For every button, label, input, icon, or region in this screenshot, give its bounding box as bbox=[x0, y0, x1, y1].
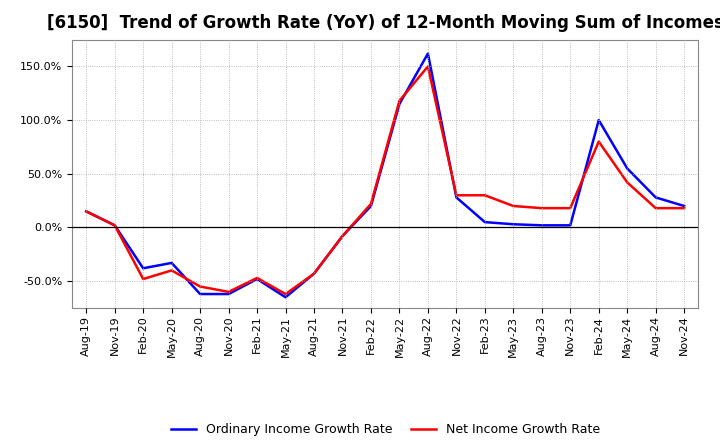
Net Income Growth Rate bbox=[196, 284, 204, 289]
Net Income Growth Rate bbox=[395, 98, 404, 103]
Ordinary Income Growth Rate bbox=[310, 271, 318, 276]
Ordinary Income Growth Rate bbox=[395, 101, 404, 106]
Ordinary Income Growth Rate bbox=[480, 220, 489, 225]
Ordinary Income Growth Rate bbox=[652, 195, 660, 200]
Net Income Growth Rate bbox=[537, 205, 546, 211]
Net Income Growth Rate bbox=[338, 234, 347, 239]
Ordinary Income Growth Rate bbox=[253, 276, 261, 282]
Net Income Growth Rate bbox=[310, 271, 318, 276]
Ordinary Income Growth Rate bbox=[509, 222, 518, 227]
Line: Net Income Growth Rate: Net Income Growth Rate bbox=[86, 66, 684, 294]
Ordinary Income Growth Rate bbox=[338, 234, 347, 239]
Net Income Growth Rate bbox=[423, 64, 432, 69]
Ordinary Income Growth Rate bbox=[680, 203, 688, 209]
Ordinary Income Growth Rate bbox=[82, 209, 91, 214]
Net Income Growth Rate bbox=[139, 276, 148, 282]
Legend: Ordinary Income Growth Rate, Net Income Growth Rate: Ordinary Income Growth Rate, Net Income … bbox=[166, 418, 605, 440]
Line: Ordinary Income Growth Rate: Ordinary Income Growth Rate bbox=[86, 54, 684, 297]
Ordinary Income Growth Rate bbox=[566, 223, 575, 228]
Ordinary Income Growth Rate bbox=[595, 117, 603, 123]
Net Income Growth Rate bbox=[253, 275, 261, 281]
Ordinary Income Growth Rate bbox=[366, 203, 375, 209]
Ordinary Income Growth Rate bbox=[167, 260, 176, 266]
Net Income Growth Rate bbox=[366, 201, 375, 206]
Ordinary Income Growth Rate bbox=[452, 195, 461, 200]
Net Income Growth Rate bbox=[167, 268, 176, 273]
Title: [6150]  Trend of Growth Rate (YoY) of 12-Month Moving Sum of Incomes: [6150] Trend of Growth Rate (YoY) of 12-… bbox=[47, 15, 720, 33]
Net Income Growth Rate bbox=[282, 291, 290, 297]
Net Income Growth Rate bbox=[480, 193, 489, 198]
Net Income Growth Rate bbox=[623, 180, 631, 185]
Net Income Growth Rate bbox=[680, 205, 688, 211]
Net Income Growth Rate bbox=[652, 205, 660, 211]
Ordinary Income Growth Rate bbox=[423, 51, 432, 56]
Ordinary Income Growth Rate bbox=[139, 266, 148, 271]
Net Income Growth Rate bbox=[82, 209, 91, 214]
Ordinary Income Growth Rate bbox=[196, 291, 204, 297]
Ordinary Income Growth Rate bbox=[282, 295, 290, 300]
Ordinary Income Growth Rate bbox=[623, 166, 631, 171]
Net Income Growth Rate bbox=[595, 139, 603, 144]
Net Income Growth Rate bbox=[225, 289, 233, 294]
Ordinary Income Growth Rate bbox=[537, 223, 546, 228]
Ordinary Income Growth Rate bbox=[225, 291, 233, 297]
Net Income Growth Rate bbox=[509, 203, 518, 209]
Net Income Growth Rate bbox=[110, 223, 119, 228]
Ordinary Income Growth Rate bbox=[110, 223, 119, 228]
Net Income Growth Rate bbox=[452, 193, 461, 198]
Net Income Growth Rate bbox=[566, 205, 575, 211]
